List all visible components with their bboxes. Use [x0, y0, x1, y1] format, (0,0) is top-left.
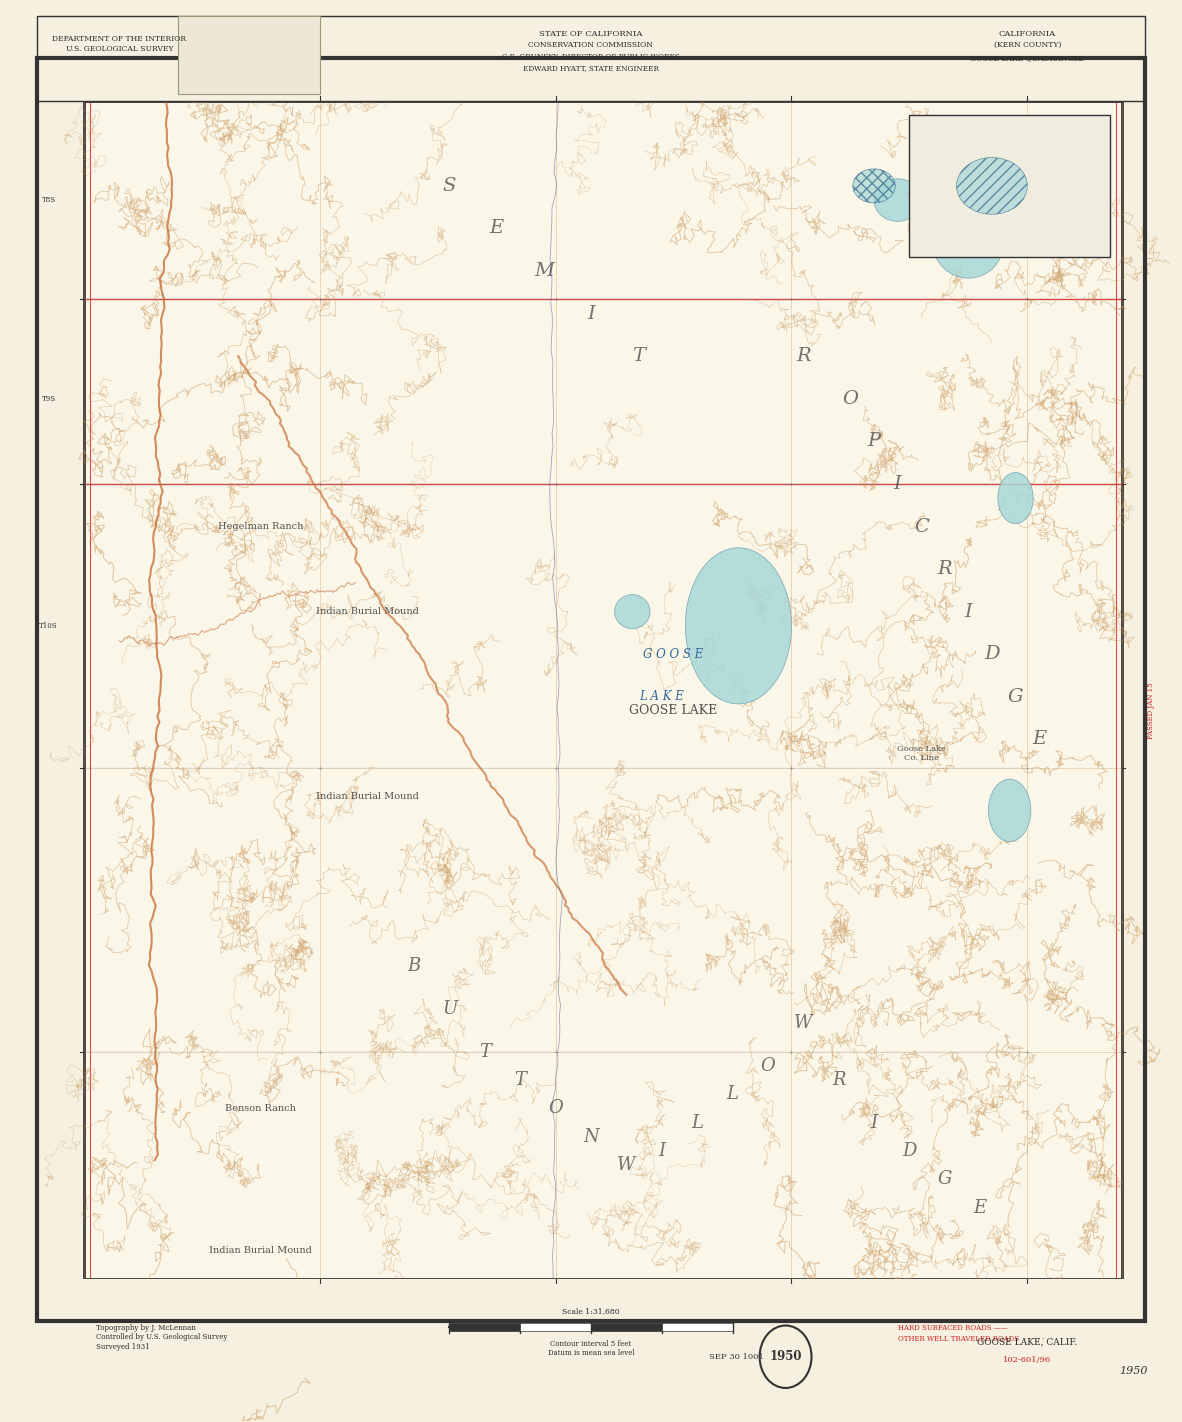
Ellipse shape: [852, 169, 895, 203]
Text: O: O: [843, 390, 858, 408]
Text: U: U: [442, 1000, 457, 1018]
Text: L A K E: L A K E: [639, 690, 684, 704]
Text: Indian Burial Mound: Indian Burial Mound: [209, 1246, 312, 1254]
FancyBboxPatch shape: [84, 101, 1122, 1278]
Text: HARD SURFACED ROADS ——: HARD SURFACED ROADS ——: [897, 1324, 1007, 1332]
Text: GOOSE LAKE QUADRANGLE: GOOSE LAKE QUADRANGLE: [970, 54, 1084, 63]
Text: R: R: [937, 560, 952, 579]
Ellipse shape: [956, 158, 1027, 215]
Text: Benson Ranch: Benson Ranch: [226, 1103, 297, 1113]
Text: W: W: [794, 1014, 812, 1032]
Text: 1950: 1950: [769, 1351, 801, 1364]
Text: E: E: [1032, 731, 1046, 748]
Ellipse shape: [873, 179, 921, 222]
Text: O: O: [548, 1099, 563, 1118]
Text: R: R: [832, 1071, 845, 1089]
Text: L: L: [691, 1113, 703, 1132]
Text: 102-601/96: 102-601/96: [1004, 1355, 1051, 1364]
FancyBboxPatch shape: [37, 16, 1145, 101]
Text: Scale 1:31,680: Scale 1:31,680: [563, 1307, 619, 1315]
Text: T: T: [479, 1042, 491, 1061]
Text: (KERN COUNTY): (KERN COUNTY): [994, 41, 1061, 50]
Text: B: B: [408, 957, 421, 975]
Text: PASSED JAN 15: PASSED JAN 15: [1147, 683, 1155, 739]
Text: E: E: [974, 1199, 987, 1217]
Text: D: D: [902, 1142, 916, 1160]
Ellipse shape: [998, 472, 1033, 523]
Text: C: C: [914, 518, 929, 536]
Text: Topography by J. McLennan
Controlled by U.S. Geological Survey
Surveyed 1931: Topography by J. McLennan Controlled by …: [96, 1324, 227, 1351]
Text: I: I: [658, 1142, 665, 1160]
Text: M: M: [534, 262, 554, 280]
Ellipse shape: [615, 594, 650, 629]
Text: W: W: [617, 1156, 636, 1175]
Ellipse shape: [933, 208, 1004, 279]
Text: O: O: [760, 1057, 775, 1075]
FancyBboxPatch shape: [449, 1322, 520, 1331]
Text: S: S: [443, 176, 456, 195]
Text: STATE OF CALIFORNIA: STATE OF CALIFORNIA: [539, 30, 643, 38]
FancyBboxPatch shape: [591, 1322, 662, 1331]
Text: I: I: [870, 1113, 877, 1132]
Text: D: D: [985, 646, 1000, 663]
FancyBboxPatch shape: [37, 1278, 1145, 1378]
Text: L: L: [727, 1085, 739, 1103]
Text: I: I: [965, 603, 973, 620]
FancyBboxPatch shape: [909, 115, 1110, 257]
Text: T9S: T9S: [41, 395, 56, 402]
Text: EDWARD HYATT, STATE ENGINEER: EDWARD HYATT, STATE ENGINEER: [522, 64, 660, 73]
Text: G: G: [1008, 688, 1024, 705]
Ellipse shape: [927, 186, 986, 243]
Ellipse shape: [686, 547, 792, 704]
Text: DEPARTMENT OF THE INTERIOR
U.S. GEOLOGICAL SURVEY: DEPARTMENT OF THE INTERIOR U.S. GEOLOGIC…: [52, 36, 187, 53]
Text: I: I: [587, 304, 595, 323]
Text: T: T: [631, 347, 644, 365]
Ellipse shape: [988, 779, 1031, 842]
Text: Goose Lake
Co. Line: Goose Lake Co. Line: [897, 745, 946, 762]
Text: CONSERVATION COMMISSION: CONSERVATION COMMISSION: [528, 41, 654, 50]
Text: SEP 30 1001: SEP 30 1001: [709, 1352, 764, 1361]
Text: G O O S E: G O O S E: [643, 648, 703, 661]
Text: GOOSE LAKE, CALIF.: GOOSE LAKE, CALIF.: [978, 1338, 1078, 1347]
Text: Contour interval 5 feet
Datum is mean sea level: Contour interval 5 feet Datum is mean se…: [547, 1340, 635, 1357]
Text: R: R: [795, 347, 811, 365]
Text: C.E. GRUNSKY, DIRECTOR OF PUBLIC WORKS: C.E. GRUNSKY, DIRECTOR OF PUBLIC WORKS: [502, 53, 680, 61]
Text: G: G: [937, 1170, 952, 1189]
Text: GOOSE LAKE: GOOSE LAKE: [630, 704, 717, 718]
Text: Indian Burial Mound: Indian Burial Mound: [316, 607, 418, 616]
Text: OTHER WELL TRAVELED ROADS  - - - - -: OTHER WELL TRAVELED ROADS - - - - -: [897, 1335, 1044, 1344]
Text: T8S: T8S: [41, 196, 56, 205]
FancyBboxPatch shape: [178, 16, 320, 94]
FancyBboxPatch shape: [520, 1322, 591, 1331]
Text: T: T: [514, 1071, 526, 1089]
Text: T10S: T10S: [39, 621, 58, 630]
FancyBboxPatch shape: [662, 1322, 733, 1331]
Text: 1950: 1950: [1119, 1367, 1148, 1376]
Text: E: E: [489, 219, 504, 237]
Text: I: I: [894, 475, 902, 493]
Text: P: P: [868, 432, 881, 451]
Text: CALIFORNIA: CALIFORNIA: [999, 30, 1056, 38]
Text: Hegelman Ranch: Hegelman Ranch: [219, 522, 304, 530]
Text: N: N: [583, 1128, 599, 1146]
Text: Indian Burial Mound: Indian Burial Mound: [316, 792, 418, 801]
